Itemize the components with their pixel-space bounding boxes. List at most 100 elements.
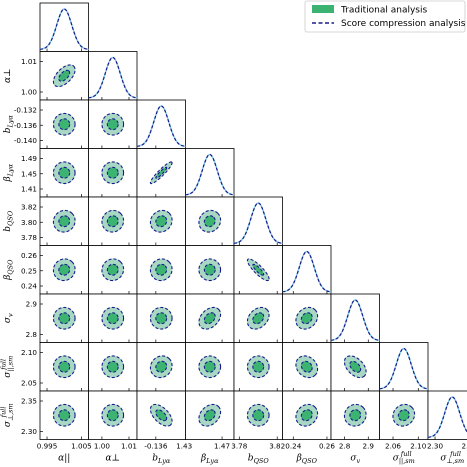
contour-2sigma-score [149, 209, 173, 233]
contour-2sigma-score [52, 355, 76, 379]
contour-1sigma-score [58, 409, 71, 422]
contour-1sigma-traditional [204, 215, 216, 227]
contour-2sigma-score [198, 258, 222, 282]
x-axis-label-7: σ||,smfull [393, 450, 415, 465]
y-tick-label: 3.82 [21, 203, 37, 212]
contour-2sigma-score [149, 258, 173, 282]
y-tick-label: 2.35 [21, 397, 37, 406]
x-axis-label-2: bLyα [152, 454, 171, 466]
contour-2sigma-score [246, 403, 270, 427]
x-axis-label-0: α|| [58, 454, 70, 464]
panel-frame [282, 245, 332, 295]
contour-1sigma-score [155, 360, 168, 373]
panel-3-2 [136, 148, 186, 198]
contour-1sigma-score [349, 409, 362, 422]
panel-7-3 [185, 342, 235, 392]
panel-7-1 [88, 342, 138, 392]
x-tick-label: 2.8 [339, 442, 351, 451]
contour-2sigma-score [101, 403, 125, 427]
contour-1sigma-score [300, 312, 313, 325]
contour-1sigma-score [252, 312, 265, 325]
contour-1sigma-score [300, 409, 313, 422]
contour-2sigma-score [101, 258, 125, 282]
panel-4-4 [233, 196, 283, 246]
contour-1sigma-traditional [301, 361, 313, 373]
panel-1-0 [39, 51, 89, 101]
contour-1sigma-score [58, 263, 71, 276]
y-axis-label-6: σv [3, 313, 15, 323]
panel-4-2 [136, 196, 186, 246]
y-tick-label: 1.01 [21, 57, 37, 66]
panel-6-0 [39, 293, 89, 343]
contour-1sigma-score [58, 360, 71, 373]
contour-1sigma-traditional [398, 409, 410, 421]
contour-2sigma-score [101, 355, 125, 379]
x-tick-label: 2.35 [461, 442, 467, 451]
contour-1sigma-traditional [58, 361, 70, 373]
panel-5-4 [233, 245, 283, 295]
contour-2sigma-score [101, 161, 125, 185]
contour-1sigma-traditional [58, 312, 70, 324]
contour-2sigma-score [198, 209, 222, 233]
contour-1sigma-score [155, 409, 168, 422]
panel-frame [379, 342, 429, 392]
y-tick-label: 2.30 [21, 427, 37, 436]
contour-1sigma-score [58, 215, 71, 228]
panel-2-0 [39, 99, 89, 149]
legend-box [304, 0, 466, 33]
contour-2sigma-score [149, 161, 173, 185]
y-axis-label-1: α⊥ [3, 68, 13, 83]
y-tick-label: 0.26 [21, 251, 37, 260]
x-tick-label: 3.78 [231, 442, 247, 451]
panel-3-0 [39, 148, 89, 198]
panel-5-1 [88, 245, 138, 295]
contour-1sigma-score [58, 69, 71, 82]
contour-1sigma-score [203, 312, 216, 325]
marginal-score-0 [39, 8, 89, 50]
x-tick-label: 1.43 [176, 442, 192, 451]
panel-7-0 [39, 342, 89, 392]
panel-8-1 [88, 390, 138, 440]
contour-1sigma-traditional [155, 264, 167, 276]
contour-2sigma-score [392, 403, 416, 427]
x-tick-label: 1.00 [94, 442, 110, 451]
panel-0-0 [39, 2, 89, 52]
x-axis-label-5: βQSO [296, 454, 318, 466]
panel-3-1 [88, 148, 138, 198]
contour-1sigma-traditional [107, 361, 119, 373]
contour-2sigma-score [52, 209, 76, 233]
contour-1sigma-traditional [155, 312, 167, 324]
contour-2sigma-score [246, 306, 270, 330]
contour-2sigma-score [101, 209, 125, 233]
y-tick-label: 1.49 [21, 154, 37, 163]
contour-1sigma-traditional [58, 215, 70, 227]
contour-1sigma-score [349, 360, 362, 373]
contour-1sigma-traditional [107, 118, 119, 130]
panel-6-4 [233, 293, 283, 343]
marginal-score-2 [136, 105, 186, 147]
panel-frame [233, 196, 283, 246]
x-tick-label: 0.24 [285, 442, 301, 451]
contour-1sigma-traditional [107, 409, 119, 421]
contour-2sigma-score [52, 112, 76, 136]
marginal-score-5 [282, 250, 332, 293]
contour-1sigma-traditional [58, 167, 70, 179]
y-tick-label: -0.140 [14, 136, 38, 145]
x-axis-label-4: bQSO [248, 454, 270, 466]
y-axis-label-2: bLyα [3, 115, 15, 134]
panel-5-3 [185, 245, 235, 295]
contour-2sigma-score [343, 403, 367, 427]
contour-1sigma-traditional [204, 409, 216, 421]
contour-2sigma-score [101, 306, 125, 330]
legend-label-traditional: Traditional analysis [340, 6, 427, 16]
panel-frame [39, 2, 89, 52]
legend-swatch-traditional [312, 5, 334, 13]
contour-1sigma-traditional [58, 70, 70, 82]
y-tick-label: 3.78 [21, 233, 37, 242]
contour-2sigma-score [52, 258, 76, 282]
y-tick-label: 2.10 [21, 348, 37, 357]
panel-8-7 [379, 390, 429, 440]
contour-2sigma-score [149, 306, 173, 330]
x-axis-label-6: σv [350, 454, 360, 466]
